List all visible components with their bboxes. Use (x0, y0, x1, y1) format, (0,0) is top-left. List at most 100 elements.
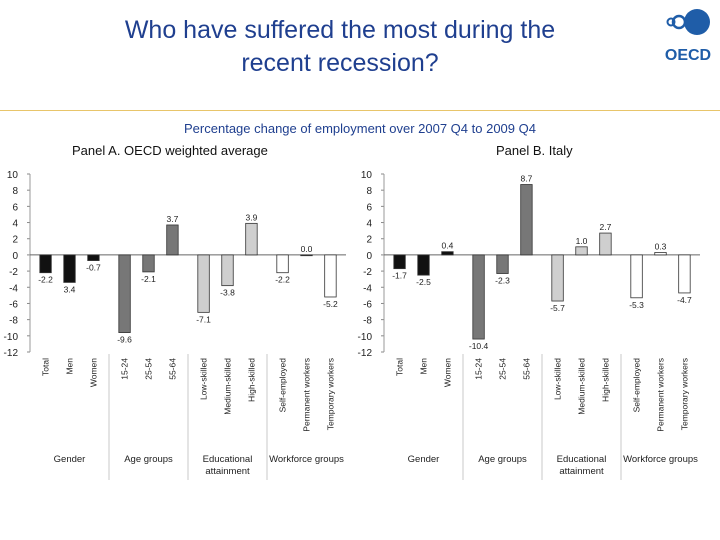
panel-a-ytick-label: -6 (9, 299, 18, 310)
panel-b-ytick-label: 0 (366, 251, 372, 262)
panel-a-bar-25-54 (142, 254, 155, 273)
panel-b-bar-men (417, 254, 430, 276)
panel-b-category-label-permanent-workers: Permanent workers (656, 358, 666, 432)
panel-a-category-label-women: Women (88, 358, 98, 387)
panel-b-group-label-workforce-groups: Workforce groups (623, 454, 698, 465)
panel-a-bar-men (63, 254, 76, 283)
panel-a-bar-55-64 (166, 224, 179, 256)
panel-b-data-label-permanent-workers: 0.3 (655, 241, 667, 251)
panel-b-data-label-total: -1.7 (392, 271, 407, 281)
panel-a-category-label-25-54: 25-54 (144, 358, 154, 380)
oecd-logo-mark (666, 9, 710, 35)
panel-b-ytick-label: -12 (358, 348, 373, 359)
panel-a-ytick-label: -2 (9, 267, 18, 278)
panel-b-ytick-label: 8 (366, 186, 372, 197)
panel-b-category-label-high-skilled: High-skilled (600, 358, 610, 402)
panel-a-category-label-self-employed: Self-employed (278, 358, 288, 413)
panel-a-ytick-label: -8 (9, 316, 18, 327)
panel-b-data-label-temporary-workers: -4.7 (677, 295, 692, 305)
panel-b-bar-low-skilled (551, 254, 564, 302)
title-line-2: recent recession? (241, 49, 439, 77)
panel-a-title: Panel A. OECD weighted average (72, 143, 268, 158)
panel-a-data-label-temporary-workers: -5.2 (323, 299, 338, 309)
panel-a-group-label-gender: Gender (54, 454, 86, 465)
panel-a-ytick-label: 6 (12, 202, 18, 213)
panel-b-data-label-women: 0.4 (442, 241, 454, 251)
panel-b-data-label-55-64: 8.7 (521, 174, 533, 184)
panel-b-group-label-line: Educational (557, 454, 607, 465)
panel-b-category-label-25-54: 25-54 (498, 358, 508, 380)
panel-a-data-label-55-64: 3.7 (167, 214, 179, 224)
panel-a-bar-women (87, 254, 100, 261)
panel-b-category-label-self-employed: Self-employed (632, 358, 642, 413)
panel-b-data-label-high-skilled: 2.7 (600, 222, 612, 232)
panel-a-data-label-25-54: -2.1 (141, 274, 156, 284)
panel-a-data-label-medium-skilled: -3.8 (220, 288, 235, 298)
page-title: Who have suffered the most during the re… (40, 14, 640, 80)
panel-b-bar-high-skilled (599, 232, 612, 256)
panel-a-data-label-15-24: -9.6 (117, 335, 132, 345)
panel-a-category-label-permanent-workers: Permanent workers (302, 358, 312, 432)
panel-b-bar-women (441, 251, 454, 256)
panel-b-group-label-gender: Gender (408, 454, 440, 465)
panel-a-bar-low-skilled (197, 254, 210, 313)
panel-b-data-label-15-24: -10.4 (469, 341, 489, 351)
panel-b-group-label-line: attainment (559, 466, 604, 477)
panel-a-bar-total (39, 254, 52, 274)
panel-a-bar-medium-skilled (221, 254, 234, 287)
panel-b-ytick-label: -10 (358, 332, 373, 343)
panel-b-title: Panel B. Italy (496, 143, 573, 158)
panel-a-group-label-age-groups: Age groups (124, 454, 173, 465)
panel-a-ytick-label: -4 (9, 283, 18, 294)
panel-b-data-label-medium-skilled: 1.0 (576, 236, 588, 246)
panel-a-data-label-high-skilled: 3.9 (246, 212, 258, 222)
chart-subtitle: Percentage change of employment over 200… (184, 121, 536, 136)
panel-a-data-label-low-skilled: -7.1 (196, 314, 211, 324)
panel-a-category-label-temporary-workers: Temporary workers (325, 358, 335, 430)
panel-b-ytick-label: 10 (361, 170, 373, 181)
panel-b-data-label-self-employed: -5.3 (629, 300, 644, 310)
panel-b-ytick-label: -6 (363, 299, 372, 310)
panel-a-bar-permanent-workers (300, 254, 313, 257)
panel-a-data-label-men: 3.4 (64, 284, 76, 294)
panel-a-ytick-label: -12 (4, 348, 19, 359)
panel-b-category-label-medium-skilled: Medium-skilled (577, 358, 587, 415)
panel-b-category-label-women: Women (442, 358, 452, 387)
panel-a-ytick-label: 8 (12, 186, 18, 197)
panel-b-data-label-men: -2.5 (416, 277, 431, 287)
panel-b-bar-permanent-workers (654, 252, 667, 256)
panel-b-ytick-label: 6 (366, 202, 372, 213)
panel-b-bar-15-24 (472, 254, 485, 340)
panel-b-ytick-label: -2 (363, 267, 372, 278)
panel-a-data-label-total: -2.2 (38, 275, 53, 285)
panel-a-category-label-men: Men (65, 358, 75, 375)
panel-b-bar-total (393, 254, 406, 270)
header-divider (0, 110, 720, 111)
panel-b-group-label-educational-attainment: Educational attainment (557, 454, 607, 477)
panel-b-ytick-label: 2 (366, 235, 372, 246)
panel-a-group-label-line: Educational (203, 454, 253, 465)
panel-b-bar-medium-skilled (575, 246, 588, 256)
oecd-logo: OECD (665, 9, 711, 64)
panel-b-category-label-men: Men (419, 358, 429, 375)
panel-a-ytick-label: 10 (7, 170, 19, 181)
title-line-1: Who have suffered the most during the (124, 16, 556, 44)
panel-a-category-label-55-64: 55-64 (167, 358, 177, 380)
panel-b-bar-55-64 (520, 184, 533, 256)
panel-a-ytick-label: 4 (12, 219, 18, 230)
panel-b-data-label-low-skilled: -5.7 (550, 303, 565, 313)
panel-a-bar-15-24 (118, 254, 131, 333)
oecd-logo-text: OECD (665, 47, 711, 64)
panel-b-category-label-temporary-workers: Temporary workers (679, 358, 689, 430)
panel-a-bar-temporary-workers (324, 254, 337, 298)
panel-b-ytick-label: -8 (363, 316, 372, 327)
panel-a-category-label-total: Total (41, 358, 51, 376)
panel-b-bar-self-employed (630, 254, 643, 299)
panel-a-data-label-self-employed: -2.2 (275, 275, 290, 285)
panel-a-bar-self-employed (276, 254, 289, 274)
panel-a-category-label-15-24: 15-24 (120, 358, 130, 380)
panel-b-category-label-55-64: 55-64 (521, 358, 531, 380)
panel-a-category-label-low-skilled: Low-skilled (199, 358, 209, 400)
panel-a-chart: 10 8 6 4 2 0 -2 -4 -6 -8 -10 -12 Gender -2.2 Total 3.4 M… (4, 170, 346, 480)
panel-b-category-label-15-24: 15-24 (474, 358, 484, 380)
